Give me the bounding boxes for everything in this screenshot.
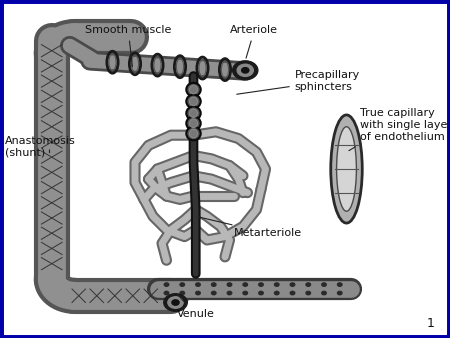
Circle shape [322, 291, 326, 295]
Ellipse shape [186, 127, 201, 140]
Circle shape [212, 283, 216, 286]
Circle shape [180, 283, 184, 286]
Circle shape [274, 291, 279, 295]
Circle shape [180, 291, 184, 295]
Circle shape [237, 64, 253, 76]
Circle shape [227, 291, 232, 295]
Ellipse shape [186, 83, 201, 96]
Ellipse shape [189, 86, 198, 94]
Circle shape [290, 283, 295, 286]
Circle shape [338, 291, 342, 295]
Circle shape [306, 291, 310, 295]
Text: True capillary
with single layer
of endothelium: True capillary with single layer of endo… [360, 108, 450, 142]
Circle shape [338, 283, 342, 286]
Text: Smooth muscle: Smooth muscle [85, 25, 171, 67]
Circle shape [172, 300, 179, 305]
Ellipse shape [186, 117, 201, 130]
Circle shape [227, 283, 232, 286]
Circle shape [259, 283, 263, 286]
Circle shape [196, 291, 200, 295]
Circle shape [212, 291, 216, 295]
Ellipse shape [186, 95, 201, 108]
Circle shape [243, 291, 248, 295]
Ellipse shape [337, 127, 356, 211]
Ellipse shape [189, 119, 198, 128]
Circle shape [233, 61, 258, 80]
Text: Anastomosis
(shunt): Anastomosis (shunt) [4, 136, 75, 158]
Circle shape [274, 283, 279, 286]
Text: Venule: Venule [177, 294, 215, 319]
Circle shape [196, 283, 200, 286]
Circle shape [168, 297, 183, 308]
Circle shape [242, 68, 249, 73]
Text: 1: 1 [427, 317, 434, 330]
Circle shape [290, 291, 295, 295]
Text: Metarteriole: Metarteriole [198, 217, 302, 238]
Ellipse shape [189, 129, 198, 138]
Circle shape [243, 283, 248, 286]
Circle shape [164, 294, 187, 311]
Ellipse shape [189, 97, 198, 105]
Text: Arteriole: Arteriole [230, 25, 278, 58]
Circle shape [306, 283, 310, 286]
Circle shape [164, 291, 169, 295]
Text: Precapillary
sphincters: Precapillary sphincters [237, 70, 360, 94]
Circle shape [322, 283, 326, 286]
Circle shape [259, 291, 263, 295]
Ellipse shape [189, 109, 198, 117]
Ellipse shape [331, 115, 362, 223]
Ellipse shape [186, 106, 201, 120]
Circle shape [164, 283, 169, 286]
